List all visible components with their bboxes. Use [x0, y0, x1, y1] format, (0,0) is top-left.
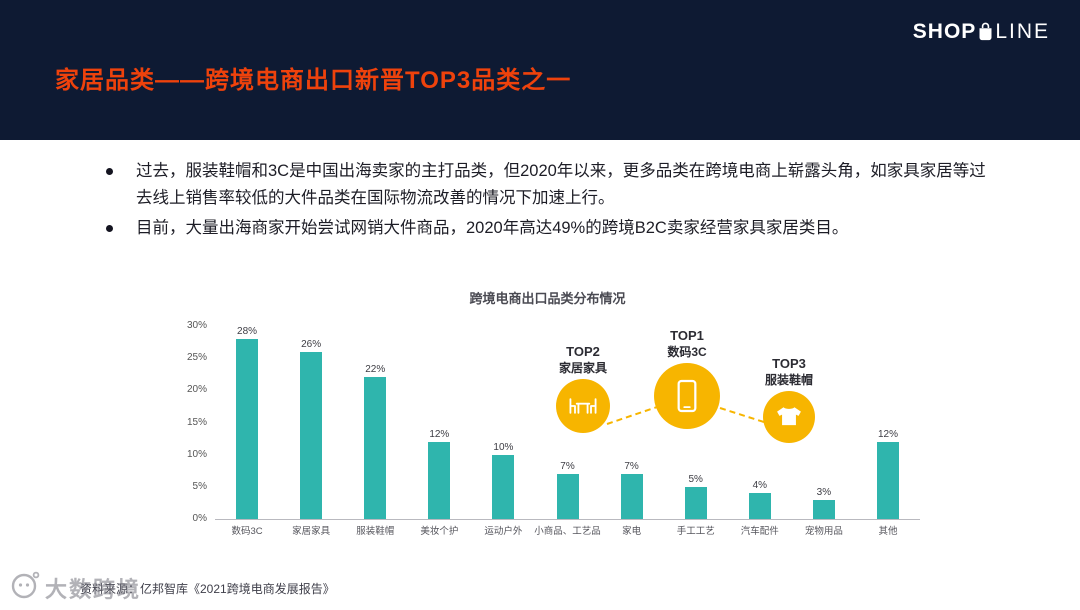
watermark-logo-icon: [10, 570, 40, 605]
bar-column: 7%: [535, 326, 599, 519]
bar: [364, 377, 387, 519]
category-label: 运动户外: [484, 526, 523, 537]
bar-value-label: 5%: [688, 473, 703, 485]
watermark-text: 大数跨境: [45, 576, 142, 602]
bars-row: 28% 26% 22% 12% 10% 7% 7% 5% 4% 3% 12%: [215, 326, 920, 520]
bar-value-label: 26%: [301, 338, 322, 350]
bar: [428, 441, 451, 519]
bar-column: 5%: [664, 326, 728, 519]
bar-column: 26%: [279, 326, 343, 519]
bar: [876, 441, 899, 519]
y-tick-label: 10%: [186, 448, 207, 460]
bar-value-label: 10%: [493, 441, 514, 453]
phone-icon: [654, 362, 720, 429]
y-tick-label: 25%: [186, 352, 207, 364]
category-label: 宠物用品: [804, 526, 843, 537]
bar-value-label: 12%: [877, 428, 898, 440]
category-label: 美妆个护: [420, 526, 459, 537]
bar-column: 3%: [792, 326, 856, 519]
category-labels: 数码3C 家居家具 服装鞋帽 美妆个护 运动户外 小商品、工艺品 家电 手工工艺 汽车配件 宠物用…: [215, 523, 920, 537]
bar-column: 22%: [343, 326, 407, 519]
y-tick-label: 5%: [192, 480, 207, 492]
bar-column: 4%: [728, 326, 792, 519]
logo-text-shop: SHOP: [912, 20, 977, 43]
annotation-top3: TOP3 服装鞋帽: [729, 356, 849, 443]
furniture-icon: [556, 378, 610, 433]
watermark: 大数跨境: [10, 570, 141, 605]
annotation-label: 数码3C: [667, 344, 707, 359]
y-axis: 0% 5% 10% 15% 20% 25% 30%: [175, 320, 209, 524]
bar-column: 28%: [215, 326, 279, 519]
category-label: 小商品、工艺品: [534, 526, 601, 537]
annotation-label: 家居家具: [558, 360, 607, 375]
bar-value-label: 3%: [816, 486, 832, 498]
y-tick-label: 15%: [186, 416, 207, 428]
bar: [300, 351, 323, 519]
bar-chart: 跨境电商出口品类分布情况 0% 5% 10% 15% 20% 25% 30% 28% 26% 2…: [175, 286, 920, 554]
annotation-rank: TOP2: [566, 344, 600, 359]
source-note: 资料来源：亿邦智库《2021跨境电商发展报告》: [80, 582, 335, 596]
annotation-top1: TOP1 数码3C: [627, 328, 747, 429]
bar: [748, 493, 771, 519]
category-label: 汽车配件: [740, 526, 779, 537]
header-bar: 家居品类——跨境电商出口新晋TOP3品类之一 SHOP LINE: [0, 0, 1080, 140]
bar: [812, 499, 835, 519]
annotation-rank: TOP3: [772, 356, 806, 371]
bar: [556, 473, 579, 519]
bar: [492, 454, 515, 519]
category-label: 服装鞋帽: [356, 526, 395, 537]
bar-value-label: 4%: [752, 480, 768, 492]
bar-column: 10%: [471, 326, 535, 519]
y-tick-label: 30%: [186, 320, 207, 331]
bar: [620, 473, 643, 519]
bar-value-label: 7%: [624, 460, 639, 472]
y-tick-label: 0%: [192, 513, 207, 524]
bar-column: 7%: [600, 326, 664, 519]
shopline-logo: SHOP LINE: [913, 20, 1050, 44]
category-label: 其他: [878, 526, 898, 537]
bar: [684, 486, 707, 519]
bullet-list: 过去，服装鞋帽和3C是中国出海卖家的主打品类，但2020年以来，更多品类在跨境电…: [100, 158, 995, 246]
annotation-top2: TOP2 家居家具: [523, 344, 643, 433]
bar: [236, 339, 259, 519]
category-label: 手工工艺: [676, 526, 715, 537]
bar-value-label: 12%: [429, 428, 450, 440]
page-title: 家居品类——跨境电商出口新晋TOP3品类之一: [55, 67, 572, 94]
bullet-item: 过去，服装鞋帽和3C是中国出海卖家的主打品类，但2020年以来，更多品类在跨境电…: [100, 158, 995, 211]
category-label: 数码3C: [231, 526, 263, 537]
tshirt-icon: [763, 390, 815, 443]
bar-value-label: 28%: [237, 326, 258, 337]
bar-column: 12%: [407, 326, 471, 519]
category-label: 家居家具: [292, 526, 331, 537]
category-label: 家电: [622, 526, 642, 537]
bar-value-label: 22%: [365, 364, 386, 376]
bullet-item: 目前，大量出海商家开始尝试网销大件商品，2020年高达49%的跨境B2C卖家经营…: [100, 215, 995, 242]
shopping-bag-icon: [978, 22, 993, 41]
chart-title: 跨境电商出口品类分布情况: [469, 291, 626, 306]
bar-column: 12%: [856, 326, 920, 519]
y-tick-label: 20%: [186, 384, 207, 396]
annotation-rank: TOP1: [670, 328, 704, 343]
logo-text-line: LINE: [995, 20, 1050, 43]
bar-value-label: 7%: [560, 460, 575, 472]
annotation-label: 服装鞋帽: [764, 372, 813, 387]
